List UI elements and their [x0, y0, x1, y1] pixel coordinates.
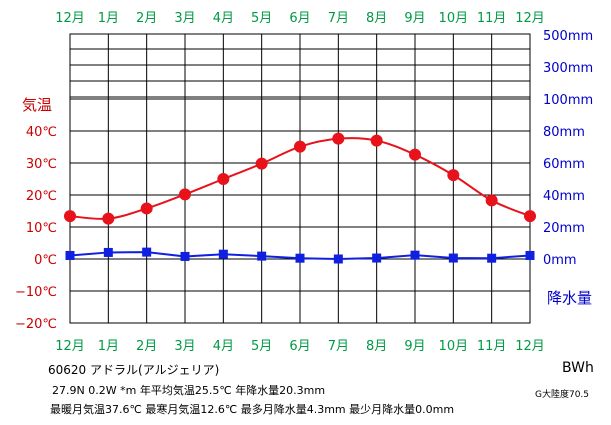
- month-label-top: 12月: [515, 11, 545, 26]
- temperature-point: [102, 212, 115, 225]
- month-label-bottom: 12月: [515, 339, 545, 354]
- temp-tick-label: −10℃: [15, 285, 57, 300]
- month-label-top: 11月: [477, 11, 507, 26]
- temp-tick-label: 30℃: [26, 157, 57, 172]
- temperature-point: [140, 202, 153, 215]
- precipitation-point: [257, 251, 267, 261]
- plot-grid: [69, 33, 531, 324]
- month-label-bottom: 4月: [213, 339, 234, 354]
- climate-chart: 12月 1月 2月 3月 4月 5月 6月 7月 8月 9月 10月 11月 12月 12月 1月 2月 3月…: [15, 11, 593, 354]
- precipitation-point: [295, 253, 305, 263]
- temp-tick-label: 40℃: [26, 125, 57, 140]
- precip-tick-label: 0mm: [543, 253, 577, 268]
- precip-tick-label: 20mm: [543, 221, 585, 236]
- month-label-bottom: 10月: [439, 339, 469, 354]
- station-id: 60620: [48, 363, 87, 377]
- temperature-point: [294, 140, 306, 153]
- temp-tick-label: 0℃: [34, 253, 57, 268]
- precipitation-axis-labels: 500mm 300mm 100mm 80mm 60mm 40mm 20mm 0mm: [543, 29, 593, 268]
- wettest-month: 最多月降水量4.3mm: [240, 403, 346, 416]
- month-label-bottom: 5月: [251, 339, 272, 354]
- top-month-labels: 12月 1月 2月 3月 4月 5月 6月 7月 8月 9月 10月 11月 12月: [55, 11, 545, 26]
- month-label-bottom: 7月: [328, 339, 349, 354]
- precip-tick-label: 40mm: [543, 189, 585, 204]
- temperature-point: [485, 194, 498, 207]
- temperature-axis-title: 気温: [22, 96, 52, 114]
- precipitation-point: [448, 253, 458, 263]
- month-label-top: 10月: [439, 11, 469, 26]
- month-label-top: 4月: [213, 11, 234, 26]
- month-label-top: 6月: [289, 11, 310, 26]
- month-label-top: 8月: [366, 11, 387, 26]
- precip-tick-label: 100mm: [543, 93, 593, 108]
- precipitation-point: [525, 250, 535, 260]
- precip-tick-label: 300mm: [543, 61, 593, 76]
- month-label-top: 1月: [98, 11, 119, 26]
- temp-tick-label: −20℃: [15, 317, 57, 332]
- bottom-month-labels: 12月 1月 2月 3月 4月 5月 6月 7月 8月 9月 10月 11月 12月: [55, 339, 545, 354]
- elevation: *m: [120, 384, 137, 397]
- koppen-class: BWh: [562, 360, 594, 376]
- temperature-point: [255, 157, 268, 170]
- continentality-index: G大陸度70.5: [535, 390, 590, 400]
- temperature-point: [217, 173, 230, 185]
- temperature-point: [447, 169, 460, 182]
- temperature-point: [332, 132, 345, 145]
- precipitation-point: [218, 249, 228, 259]
- station-title: 60620 アドラル(アルジェリア): [48, 361, 219, 378]
- extremes-summary: 最暖月気温37.6℃ 最寒月気温12.6℃ 最多月降水量4.3mm 最少月降水量…: [50, 401, 454, 417]
- temperature-point: [370, 134, 383, 147]
- month-label-bottom: 1月: [98, 339, 119, 354]
- location-summary: 27.9N 0.2W *m 年平均気温25.5℃ 年降水量20.3mm: [52, 382, 325, 398]
- precipitation-point: [180, 251, 190, 261]
- precip-tick-label: 500mm: [543, 29, 593, 44]
- temperature-point: [64, 210, 76, 223]
- temperature-point: [179, 188, 191, 201]
- warmest-month: 最暖月気温37.6℃: [50, 403, 142, 416]
- month-label-bottom: 9月: [404, 339, 425, 354]
- latitude: 27.9N: [52, 384, 85, 397]
- month-label-top: 2月: [136, 11, 157, 26]
- precipitation-point: [410, 250, 420, 260]
- precipitation-point: [65, 250, 75, 260]
- temperature-axis-labels: 40℃ 30℃ 20℃ 10℃ 0℃ −10℃ −20℃: [15, 125, 57, 332]
- precip-tick-label: 60mm: [543, 157, 585, 172]
- station-name: アドラル(アルジェリア): [90, 363, 220, 377]
- month-label-top: 5月: [251, 11, 272, 26]
- temperature-point: [524, 210, 536, 223]
- coldest-month: 最寒月気温12.6℃: [145, 403, 238, 416]
- precipitation-point: [103, 247, 113, 257]
- annual-precip: 年降水量20.3mm: [235, 384, 326, 397]
- precipitation-point: [333, 254, 343, 264]
- month-label-top: 7月: [328, 11, 349, 26]
- chart-series: [64, 132, 536, 264]
- driest-month: 最少月降水量0.0mm: [349, 403, 455, 416]
- month-label-bottom: 6月: [289, 339, 310, 354]
- month-label-bottom: 8月: [366, 339, 387, 354]
- month-label-bottom: 12月: [55, 339, 85, 354]
- month-label-top: 9月: [404, 11, 425, 26]
- month-label-top: 3月: [174, 11, 195, 26]
- month-label-bottom: 3月: [174, 339, 195, 354]
- month-label-bottom: 2月: [136, 339, 157, 354]
- annual-mean-temp: 年平均気温25.5℃: [139, 384, 232, 397]
- precipitation-point: [487, 253, 497, 263]
- month-label-bottom: 11月: [477, 339, 507, 354]
- temp-tick-label: 10℃: [26, 221, 57, 236]
- temperature-point: [409, 148, 421, 161]
- precip-tick-label: 80mm: [543, 125, 585, 140]
- precipitation-point: [372, 253, 382, 263]
- temp-tick-label: 20℃: [26, 189, 57, 204]
- month-label-top: 12月: [55, 11, 85, 26]
- longitude: 0.2W: [88, 384, 117, 397]
- precipitation-axis-title: 降水量: [547, 289, 592, 307]
- precipitation-point: [142, 247, 152, 257]
